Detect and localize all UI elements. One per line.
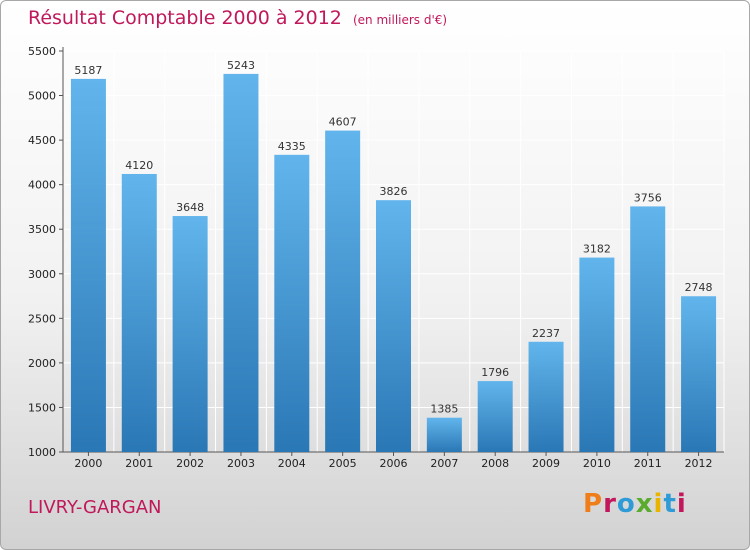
x-tick-label-2004: 2004 bbox=[278, 457, 306, 470]
y-tick-label: 4000 bbox=[28, 179, 56, 192]
data-label-2004: 4335 bbox=[278, 140, 306, 153]
data-label-2012: 2748 bbox=[685, 281, 713, 294]
data-label-2006: 3826 bbox=[380, 185, 408, 198]
bar-2008 bbox=[477, 381, 513, 452]
chart-subtitle: (en milliers d'€) bbox=[352, 13, 448, 27]
x-tick-label-2011: 2011 bbox=[634, 457, 662, 470]
chart-title-block: Résultat Comptable 2000 à 2012 (en milli… bbox=[28, 7, 447, 29]
bar-2007 bbox=[426, 417, 462, 452]
bar-2002 bbox=[172, 216, 208, 452]
data-label-2000: 5187 bbox=[74, 64, 102, 77]
x-tick-label-2007: 2007 bbox=[430, 457, 458, 470]
x-tick-label-2008: 2008 bbox=[481, 457, 509, 470]
bar-2004 bbox=[274, 154, 310, 452]
city-name: LIVRY-GARGAN bbox=[28, 497, 162, 518]
logo-letter: i bbox=[653, 489, 664, 519]
bar-2012 bbox=[681, 296, 717, 452]
x-tick-label-2012: 2012 bbox=[685, 457, 713, 470]
x-tick-label-2006: 2006 bbox=[380, 457, 408, 470]
value-labels: 5187 4120 3648 5243 4335 4607 3826 1385 1796 2237… bbox=[74, 59, 712, 416]
y-tick-label: 5500 bbox=[28, 45, 56, 58]
data-label-2001: 4120 bbox=[125, 159, 153, 172]
x-tick-label-2000: 2000 bbox=[74, 457, 102, 470]
proxiti-logo: Proxiti bbox=[583, 489, 687, 519]
x-tick-labels: 2000 2001 2002 2003 2004 2005 2006 2007 2008 2009… bbox=[74, 457, 712, 470]
y-tick-label: 4500 bbox=[28, 134, 56, 147]
logo-letter: P bbox=[583, 489, 604, 519]
y-tick-label: 1000 bbox=[28, 446, 56, 459]
y-tick-labels: 1000 1500 2000 2500 3000 3500 4000 4500 5000 5500 bbox=[28, 45, 56, 459]
x-tick-label-2002: 2002 bbox=[176, 457, 204, 470]
y-tick-label: 3000 bbox=[28, 268, 56, 281]
y-tick-label: 5000 bbox=[28, 90, 56, 103]
bar-2011 bbox=[630, 206, 666, 452]
logo-letter: t bbox=[663, 489, 677, 519]
data-label-2011: 3756 bbox=[634, 191, 662, 204]
x-tick-label-2003: 2003 bbox=[227, 457, 255, 470]
bar-2001 bbox=[121, 173, 157, 452]
data-label-2010: 3182 bbox=[583, 243, 611, 256]
y-tick-label: 3500 bbox=[28, 223, 56, 236]
bar-2003 bbox=[223, 73, 259, 453]
logo-letter: o bbox=[616, 489, 636, 519]
y-tick-label: 2500 bbox=[28, 312, 56, 325]
x-tick-label-2001: 2001 bbox=[125, 457, 153, 470]
logo-letter: i bbox=[676, 489, 687, 519]
bars bbox=[70, 73, 717, 453]
x-tick-label-2009: 2009 bbox=[532, 457, 560, 470]
logo-letter: r bbox=[603, 489, 617, 519]
data-label-2005: 4607 bbox=[329, 116, 357, 129]
y-tick-label: 1500 bbox=[28, 401, 56, 414]
data-label-2003: 5243 bbox=[227, 59, 255, 72]
data-label-2002: 3648 bbox=[176, 201, 204, 214]
data-label-2009: 2237 bbox=[532, 327, 560, 340]
bar-2010 bbox=[579, 257, 615, 452]
y-tick-label: 2000 bbox=[28, 357, 56, 370]
data-label-2007: 1385 bbox=[430, 403, 458, 416]
x-tick-label-2005: 2005 bbox=[329, 457, 357, 470]
bar-2006 bbox=[376, 200, 411, 452]
logo-letter: x bbox=[635, 489, 654, 519]
x-tick-label-2010: 2010 bbox=[583, 457, 611, 470]
chart-title: Résultat Comptable 2000 à 2012 bbox=[28, 7, 342, 29]
data-label-2008: 1796 bbox=[481, 366, 509, 379]
bar-2000 bbox=[70, 78, 106, 452]
bar-2005 bbox=[325, 130, 361, 452]
bar-2009 bbox=[528, 341, 564, 452]
